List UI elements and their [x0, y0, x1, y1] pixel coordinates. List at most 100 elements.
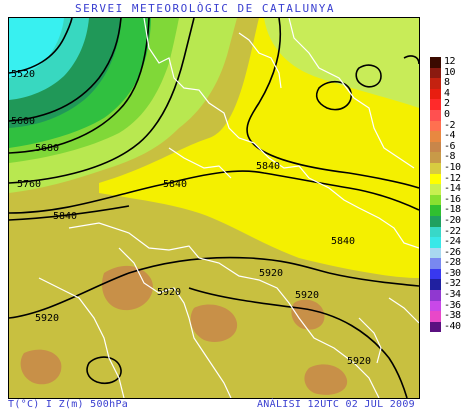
temp-band-24	[9, 18, 64, 78]
contour-label: 5920	[295, 290, 319, 301]
legend-swatch	[430, 237, 441, 248]
contour-label: 5600	[11, 116, 35, 127]
legend-swatch	[430, 279, 441, 291]
contour-label: 5920	[259, 268, 283, 279]
legend-label: -30	[444, 267, 461, 279]
legend-swatch	[430, 109, 441, 121]
legend-label: -22	[444, 225, 461, 237]
legend-item: -32	[430, 278, 475, 291]
height-contours	[9, 18, 419, 398]
legend-label: -14	[444, 183, 461, 195]
legend-label: -38	[444, 310, 461, 322]
legend-swatch	[430, 321, 441, 333]
legend-label: -16	[444, 193, 461, 205]
legend-item: -34	[430, 289, 475, 301]
legend-item: 2	[430, 98, 475, 110]
legend-label: 8	[444, 77, 450, 89]
page-title: SERVEI METEOROLÒGIC DE CATALUNYA	[75, 2, 335, 15]
contour-label: 5520	[11, 69, 35, 80]
legend-item: -26	[430, 246, 475, 259]
contour-label: 5920	[35, 313, 59, 324]
legend-swatch	[430, 226, 441, 238]
legend-item: -16	[430, 193, 475, 206]
legend-label: -10	[444, 161, 461, 173]
legend-label: 10	[444, 66, 456, 78]
legend-item: -24	[430, 236, 475, 248]
legend-label: -32	[444, 278, 461, 290]
contour-label: 5680	[35, 143, 59, 154]
legend-label: -40	[444, 320, 461, 332]
legend-label: -8	[444, 151, 456, 163]
legend-swatch	[430, 141, 441, 153]
legend-item: -6	[430, 140, 475, 153]
contour-label: 5840	[53, 211, 77, 222]
legend-item: -10	[430, 161, 475, 174]
legend-item: 12	[430, 56, 475, 68]
legend-swatch	[430, 162, 441, 174]
legend-swatch	[430, 57, 441, 68]
legend-swatch	[430, 67, 441, 79]
legend-swatch	[430, 258, 441, 269]
legend-item: -28	[430, 257, 475, 269]
contour-label: 5920	[157, 287, 181, 298]
legend-label: -36	[444, 299, 461, 311]
legend-item: 4	[430, 87, 475, 100]
legend-swatch	[430, 99, 441, 110]
legend-label: 2	[444, 98, 450, 110]
legend-item: -38	[430, 310, 475, 322]
legend-label: -24	[444, 236, 461, 248]
legend-swatch	[430, 194, 441, 206]
legend-label: -26	[444, 246, 461, 258]
legend-label: -18	[444, 204, 461, 216]
contour-label: 5840	[256, 161, 280, 172]
weather-map: 5520 5600 5680 5760 5840 5840 5840 5840 …	[8, 17, 420, 399]
temp-band-8e	[304, 364, 348, 395]
contour-label: 5760	[17, 179, 41, 190]
legend-item: 8	[430, 77, 475, 89]
legend-swatch	[430, 215, 441, 227]
temp-band-8a	[101, 265, 153, 311]
legend-swatch	[430, 131, 441, 142]
legend-item: -2	[430, 119, 475, 132]
contour-label: 5840	[331, 236, 355, 247]
legend-item: -30	[430, 267, 475, 280]
temperature-legend: 12 10 8 4 2 0 -2 -4 -6 -8 -10 -12 -14 -16 -18 -20 -22 -24…	[430, 56, 475, 333]
legend-swatch	[430, 205, 441, 216]
legend-swatch	[430, 88, 441, 100]
contour-label: 5840	[163, 179, 187, 190]
temp-band-8b	[190, 304, 238, 343]
legend-swatch	[430, 152, 441, 163]
legend-label: -20	[444, 214, 461, 226]
legend-swatch	[430, 268, 441, 280]
legend-swatch	[430, 290, 441, 301]
legend-item: -40	[430, 320, 475, 333]
temp-band-14b	[259, 18, 419, 108]
legend-label: -4	[444, 130, 456, 142]
legend-label: -6	[444, 140, 456, 152]
legend-label: -2	[444, 119, 456, 131]
legend-label: -34	[444, 289, 461, 301]
legend-item: -14	[430, 183, 475, 195]
legend-swatch	[430, 247, 441, 259]
coastlines	[38, 18, 419, 398]
legend-item: -8	[430, 151, 475, 163]
temp-band-8d	[20, 349, 62, 385]
temp-band-8c	[291, 299, 325, 330]
contour-label: 5920	[347, 356, 371, 367]
legend-item: -18	[430, 204, 475, 216]
legend-label: 4	[444, 87, 450, 99]
legend-label: 0	[444, 108, 450, 120]
analysis-time: ANÀLISI 12UTC 02 JUL 2009	[256, 399, 415, 410]
legend-label: 12	[444, 56, 456, 67]
legend-item: 0	[430, 108, 475, 121]
legend-item: -12	[430, 172, 475, 185]
legend-item: -36	[430, 299, 475, 312]
contour-labels: 5520 5600 5680 5760 5840 5840 5840 5840 …	[11, 69, 371, 367]
legend-label: -12	[444, 172, 461, 184]
legend-swatch	[430, 78, 441, 89]
legend-label: -28	[444, 257, 461, 269]
legend-item: 10	[430, 66, 475, 79]
legend-swatch	[430, 311, 441, 322]
legend-swatch	[430, 300, 441, 312]
variable-caption: T(°C) I Z(m) 500hPa	[8, 399, 129, 410]
